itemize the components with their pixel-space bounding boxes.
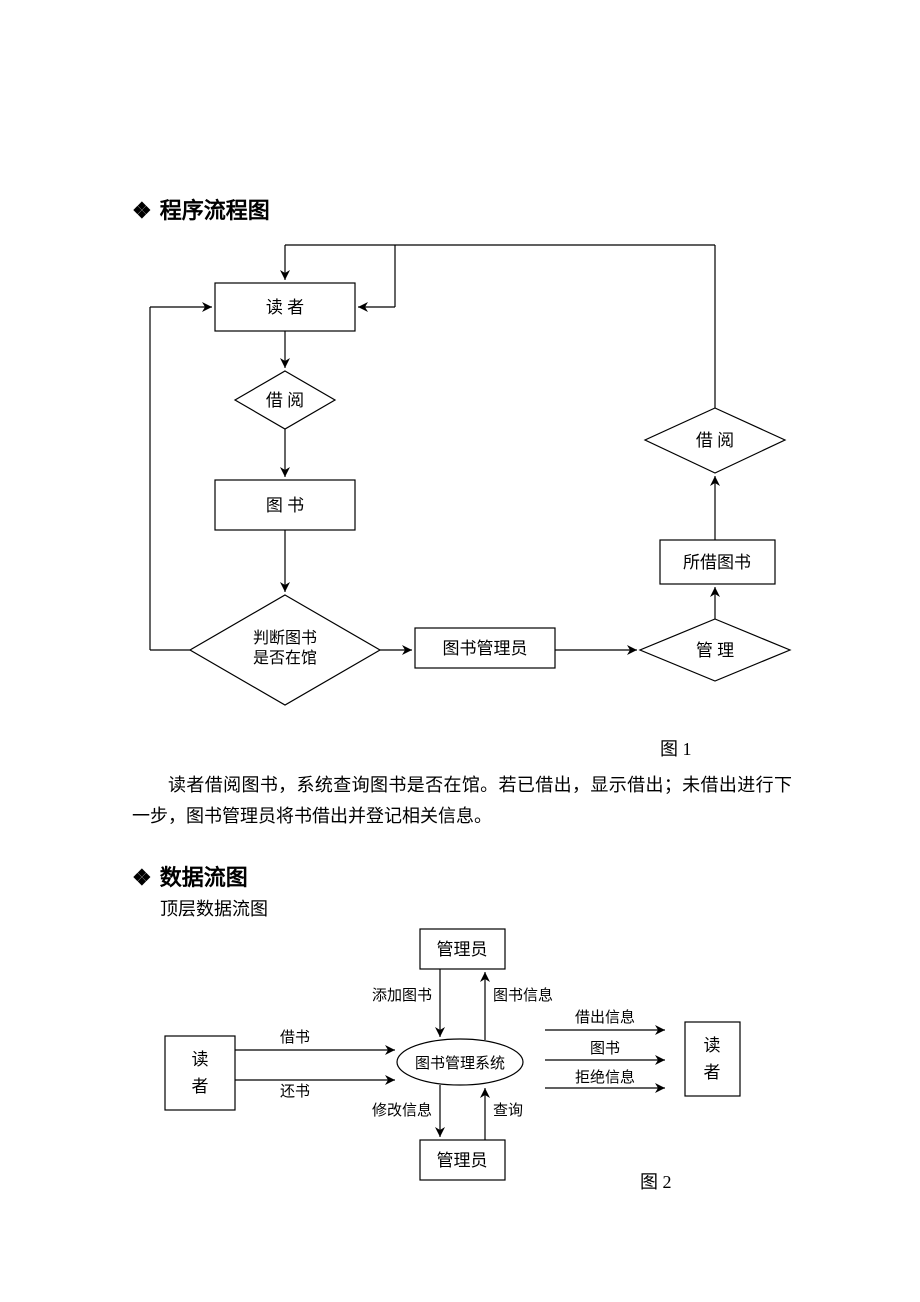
node-manage-label: 管 理	[696, 641, 734, 660]
bullet-icon: ❖	[132, 865, 152, 891]
heading-text: 程序流程图	[160, 198, 270, 223]
dataflow-diagram: 读 者 管理员 图书管理系统 管理员 读 者 借书 还书 添加图书 图书信息 修…	[0, 920, 920, 1200]
node-judge-label2: 是否在馆	[253, 649, 317, 667]
paragraph-description: 读者借阅图书，系统查询图书是否在馆。若已借出，显示借出；未借出进行下一步，图书管…	[132, 770, 792, 831]
label-book-info: 图书信息	[493, 987, 553, 1004]
label-query: 查询	[493, 1102, 523, 1119]
node-reader-right	[685, 1022, 740, 1096]
node-book-label: 图 书	[266, 496, 304, 515]
document-page: ❖ 程序流程图 读 者 借 阅 图 书 判断图书 是否在馆	[0, 0, 920, 1302]
node-reader-left	[165, 1036, 235, 1110]
node-reader-right-l1: 读	[704, 1036, 721, 1055]
label-return: 还书	[280, 1083, 310, 1100]
node-admin-top-label: 管理员	[437, 940, 488, 959]
subheading-top-dfd: 顶层数据流图	[160, 895, 268, 921]
label-modify: 修改信息	[372, 1102, 432, 1119]
label-reject: 拒绝信息	[575, 1069, 635, 1086]
node-admin-label: 图书管理员	[443, 639, 528, 658]
node-admin-bottom-label: 管理员	[437, 1151, 488, 1170]
node-reader-label: 读 者	[266, 298, 304, 317]
node-judge-label1: 判断图书	[253, 629, 317, 647]
label-book: 图书	[590, 1040, 620, 1057]
label-lend-info: 借出信息	[575, 1009, 635, 1026]
heading-dataflow: ❖ 数据流图	[132, 860, 248, 892]
node-borrow-label: 借 阅	[266, 391, 304, 410]
node-borrowed-label: 所借图书	[683, 553, 751, 572]
label-borrow: 借书	[280, 1029, 310, 1046]
node-borrow2-label: 借 阅	[696, 431, 734, 450]
caption-fig2: 图 2	[640, 1168, 672, 1194]
heading-text: 数据流图	[160, 865, 248, 890]
bullet-icon: ❖	[132, 198, 152, 224]
label-add-book: 添加图书	[372, 987, 432, 1004]
node-reader-right-l2: 者	[704, 1063, 721, 1082]
caption-fig1: 图 1	[660, 735, 692, 761]
node-reader-left-l1: 读	[192, 1050, 209, 1069]
node-reader-left-l2: 者	[192, 1077, 209, 1096]
node-system-label: 图书管理系统	[415, 1055, 505, 1072]
heading-flowchart: ❖ 程序流程图	[132, 193, 270, 225]
flowchart-diagram: 读 者 借 阅 图 书 判断图书 是否在馆 图书管理员 管 理	[0, 225, 920, 745]
